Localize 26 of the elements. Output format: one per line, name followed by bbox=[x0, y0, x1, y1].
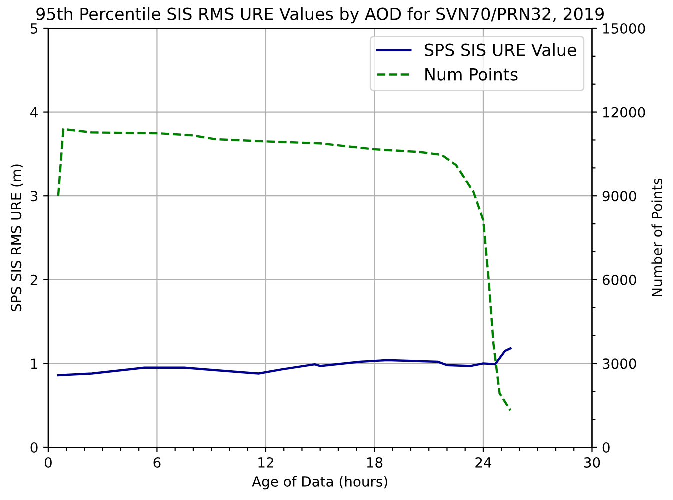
y2-tick-label: 15000 bbox=[603, 23, 646, 34]
x-tick-label: 12 bbox=[258, 457, 274, 468]
y2-tick-label: 9000 bbox=[602, 191, 636, 202]
x-axis-title: Age of Data (hours) bbox=[252, 476, 388, 490]
legend-label: SPS SIS URE Value bbox=[425, 44, 576, 56]
y2-tick-label: 6000 bbox=[602, 274, 636, 286]
y-tick-label: 4 bbox=[30, 107, 38, 118]
y2-tick-label: 12000 bbox=[603, 107, 646, 118]
y2-tick-label: 0 bbox=[602, 442, 610, 453]
x-tick-label: 24 bbox=[476, 457, 492, 468]
y-tick-label: 0 bbox=[30, 442, 38, 453]
x-tick-label: 30 bbox=[584, 457, 600, 468]
y-tick-label: 2 bbox=[30, 274, 38, 286]
chart-title: 95th Percentile SIS RMS URE Values by AOD for SVN70/PRN32, 2019 bbox=[36, 8, 604, 24]
y2-axis-title: Number of Points bbox=[652, 178, 662, 296]
legend-label: Num Points bbox=[426, 68, 518, 81]
x-tick-label: 18 bbox=[367, 457, 383, 468]
y-tick-label: 3 bbox=[30, 191, 38, 202]
x-tick-label: 6 bbox=[154, 457, 161, 468]
line-series bbox=[57, 348, 512, 377]
y-axis-title: SPS SIS RMS URE (m) bbox=[10, 164, 24, 312]
x-tick-label: 0 bbox=[44, 457, 52, 468]
y-tick-label: 5 bbox=[30, 24, 38, 34]
y2-tick-label: 3000 bbox=[603, 358, 636, 370]
y-tick-label: 1 bbox=[31, 358, 38, 369]
line-series bbox=[57, 128, 512, 412]
